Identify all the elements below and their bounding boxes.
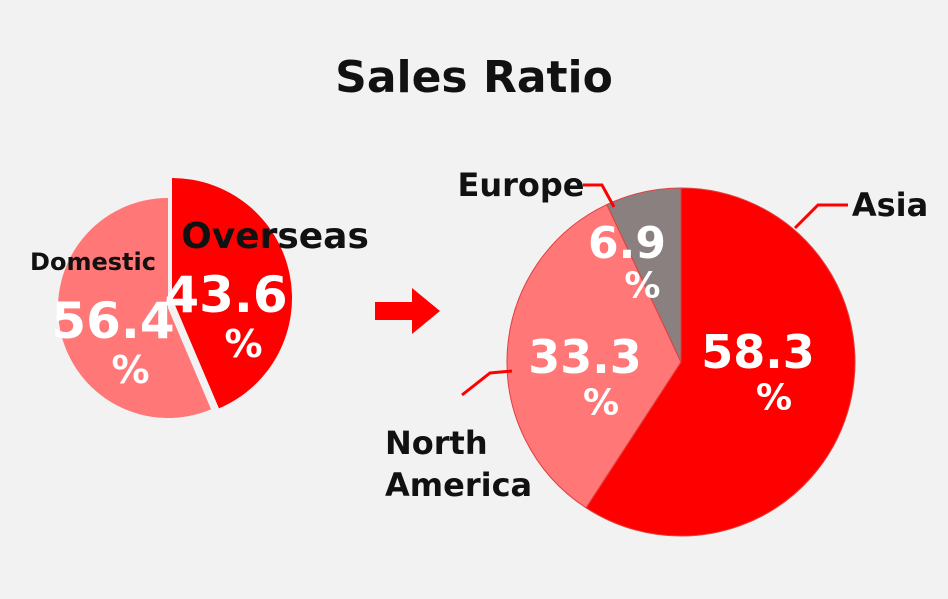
pie-slice-north-america [506, 203, 682, 509]
pie-slice-domestic [57, 198, 212, 419]
pie-slice-overseas [172, 178, 293, 409]
asia-value-label: 58.3 [701, 325, 815, 379]
domestic-value-label: 56.4 [51, 292, 174, 350]
asia-unit-label: % [756, 377, 792, 418]
pie-slice-asia [585, 187, 856, 537]
right-arrow-icon [375, 288, 440, 334]
north-america-label: North America [385, 424, 532, 504]
north-america-value-label: 33.3 [528, 330, 642, 384]
north-america-leader-line [461, 369, 513, 397]
europe-leader-line [583, 183, 616, 208]
overseas-value-label: 43.6 [164, 266, 287, 324]
domestic-label: Domestic [30, 248, 156, 276]
north-america-unit-label: % [583, 382, 619, 423]
europe-label: Europe [457, 166, 584, 204]
europe-value-label: 6.9 [588, 218, 666, 269]
pie-slice-europe [606, 187, 682, 363]
domestic-unit-label: % [111, 348, 149, 392]
asia-leader-line [793, 203, 848, 230]
asia-label: Asia [852, 186, 928, 224]
overseas-unit-label: % [224, 322, 262, 366]
europe-unit-label: % [624, 266, 660, 307]
overseas-label: Overseas [181, 216, 369, 257]
chart-title: Sales Ratio [335, 52, 613, 103]
